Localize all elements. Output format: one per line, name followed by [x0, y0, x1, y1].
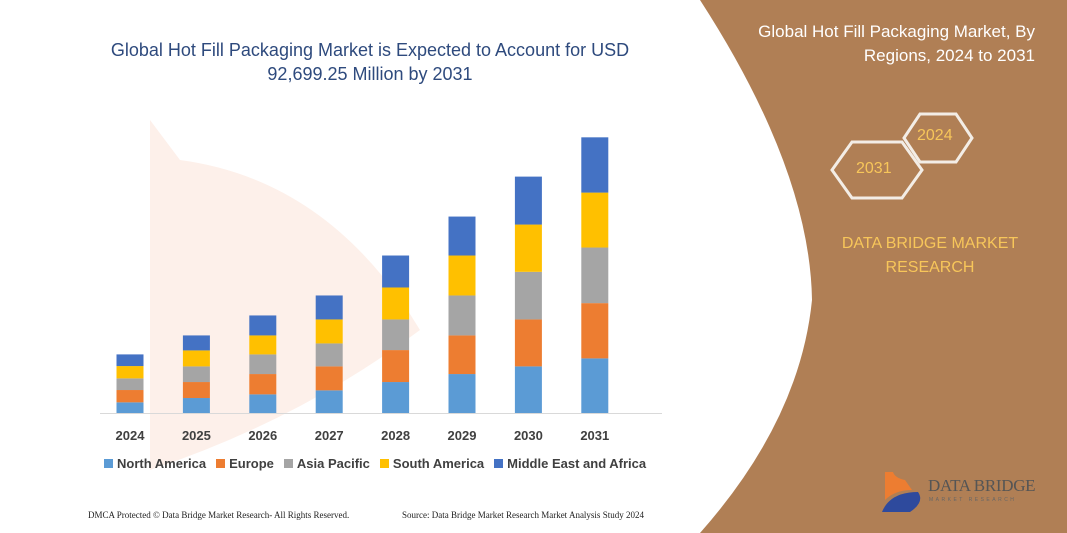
stacked-bar-chart: 2024 2025 2026 2027 2028 2029 2030 2031 [100, 137, 662, 443]
bar-segment-2031-2 [581, 247, 609, 304]
x-tick-label: 2027 [315, 428, 344, 443]
bar-segment-2024-0 [116, 402, 144, 413]
side-panel [700, 0, 1067, 533]
bar-segment-2030-3 [514, 224, 542, 272]
legend-label: Europe [229, 456, 274, 471]
x-tick-label: 2025 [182, 428, 211, 443]
logo-icon-base [882, 492, 921, 512]
bar-segment-2026-1 [249, 374, 277, 395]
hex-year-2024: 2024 [917, 127, 953, 144]
bar-segment-2029-3 [448, 255, 476, 296]
bar-segment-2031-1 [581, 303, 609, 359]
legend-item: Middle East and Africa [494, 456, 646, 471]
bar-segment-2027-4 [315, 295, 343, 320]
footer-copyright: DMCA Protected © Data Bridge Market Rese… [88, 510, 350, 520]
bar-segment-2027-1 [315, 366, 343, 391]
legend-label: South America [392, 456, 485, 471]
bar-segment-2031-3 [581, 192, 609, 248]
x-tick-label: 2031 [580, 428, 609, 443]
x-tick-label: 2024 [116, 428, 146, 443]
bar-segment-2025-2 [182, 366, 210, 383]
logo-icon [885, 472, 912, 500]
bar-segment-2027-2 [315, 343, 343, 367]
footer-source: Source: Data Bridge Market Research Mark… [402, 510, 644, 520]
x-tick-label: 2030 [514, 428, 543, 443]
bar-segment-2025-3 [182, 350, 210, 367]
bar-segment-2029-2 [448, 295, 476, 336]
bar-segment-2028-1 [382, 350, 410, 383]
legend-swatch [104, 459, 113, 468]
bar-segment-2029-1 [448, 335, 476, 375]
chart-title: Global Hot Fill Packaging Market is Expe… [110, 40, 630, 84]
legend-item: Europe [216, 456, 274, 471]
bar-segment-2026-0 [249, 394, 277, 413]
legend-item: North America [104, 456, 206, 471]
x-tick-label: 2029 [448, 428, 477, 443]
legend-swatch [379, 459, 389, 468]
bar-segment-2026-2 [249, 354, 277, 375]
brand-text: DATA BRIDGE MARKET RESEARCH [841, 235, 1019, 276]
bar-segment-2027-3 [315, 319, 343, 344]
logo-subtext: MARKET RESEARCH [929, 497, 1017, 503]
logo-text: DATA BRIDGE [928, 476, 1036, 495]
bar-segment-2026-4 [249, 315, 277, 336]
bar-segment-2030-4 [514, 176, 542, 225]
bar-segment-2027-0 [315, 390, 343, 413]
watermark-logo [150, 120, 420, 470]
bar-segment-2028-4 [382, 255, 410, 288]
bar-segment-2025-1 [182, 382, 210, 399]
bar-segment-2024-1 [116, 390, 144, 403]
legend-swatch [494, 459, 504, 468]
x-tick-label: 2028 [381, 428, 410, 443]
bar-segment-2030-2 [514, 271, 542, 320]
bar-segment-2028-0 [382, 382, 410, 413]
legend-swatch [216, 459, 226, 468]
legend: North America Europe Asia Pacific South Ame… [104, 456, 646, 471]
legend-item: Asia Pacific [283, 456, 370, 471]
x-tick-label: 2026 [248, 428, 277, 443]
bar-segment-2031-4 [581, 137, 609, 193]
bar-segment-2028-3 [382, 287, 410, 320]
legend-label: Middle East and Africa [507, 456, 647, 471]
bar-segment-2030-1 [514, 319, 542, 367]
bar-segment-2025-4 [182, 335, 210, 351]
legend-label: North America [117, 456, 207, 471]
bar-segment-2024-2 [116, 378, 144, 391]
bar-segment-2031-0 [581, 358, 609, 413]
bar-segment-2030-0 [514, 366, 542, 413]
bar-segment-2024-4 [116, 354, 144, 367]
bar-segment-2029-0 [448, 374, 476, 413]
bar-segment-2029-4 [448, 216, 476, 256]
hex-year-2031: 2031 [856, 160, 892, 177]
bar-segment-2025-0 [182, 398, 210, 413]
panel-title: Global Hot Fill Packaging Market, By Reg… [758, 22, 1035, 65]
hexagon-2024 [902, 112, 974, 164]
legend-item: South America [379, 456, 485, 471]
legend-label: Asia Pacific [296, 456, 370, 471]
legend-swatch [283, 459, 293, 468]
bar-segment-2026-3 [249, 335, 277, 355]
bar-segment-2024-3 [116, 366, 144, 379]
hexagon-2031 [830, 140, 924, 200]
bar-segment-2028-2 [382, 319, 410, 351]
